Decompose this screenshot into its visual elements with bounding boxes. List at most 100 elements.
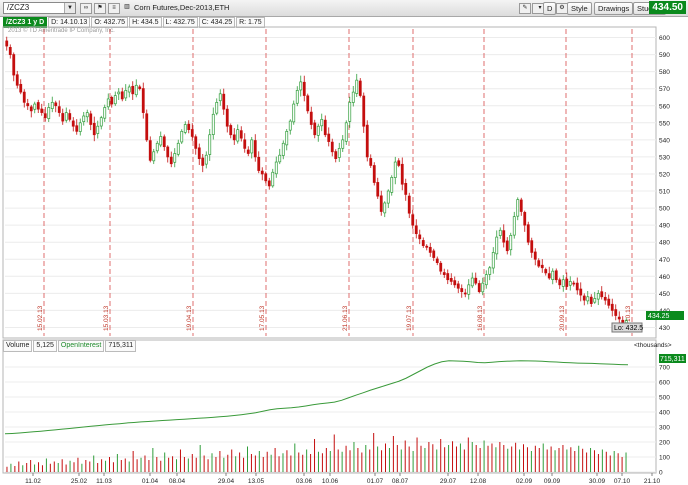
chart-toolbar: /ZCZ3 ▼ ∞ ⚑ ≡ ▥ Corn Futures,Dec-2013,ET… <box>0 0 688 17</box>
candle-body <box>218 93 222 102</box>
candle-body <box>138 86 142 90</box>
oi-last-tag: 715,311 <box>659 354 686 363</box>
candle-body <box>481 282 485 293</box>
candle-body <box>554 270 558 281</box>
link-icon[interactable]: ∞ <box>80 3 92 14</box>
candle-body <box>64 112 68 121</box>
expiration-marker-label: 19.04.13 <box>186 305 193 331</box>
candle-body <box>201 157 205 166</box>
candle-body <box>624 320 628 324</box>
candle-body <box>190 129 194 137</box>
volume-tick-label: 0 <box>659 470 663 477</box>
candle-body <box>320 119 324 127</box>
candle-body <box>215 101 219 114</box>
aggregation-button[interactable]: D <box>543 2 557 15</box>
volume-label[interactable]: Volume <box>3 340 33 352</box>
candle-body <box>404 182 408 195</box>
candle-body <box>547 273 551 279</box>
chart-type-icon[interactable]: ▥ <box>124 4 130 10</box>
candle-body <box>362 95 366 127</box>
candle-body <box>180 130 184 143</box>
price-tick-label: 460 <box>659 274 670 281</box>
candle-body <box>250 139 254 154</box>
candle-body <box>544 269 548 274</box>
list-icon[interactable]: ≡ <box>108 3 120 14</box>
candle-body <box>204 154 208 165</box>
candle-body <box>295 90 299 104</box>
candle-body <box>334 151 338 159</box>
candle-body <box>176 142 180 155</box>
volume-tick-label: 600 <box>659 380 670 387</box>
ohlc-info-bar: /ZCZ3 1 y D D: 14.10.13 O: 432.75 H: 434.5 L… <box>3 17 266 28</box>
flag-icon[interactable]: ⚑ <box>94 3 106 14</box>
candle-body <box>68 113 72 120</box>
candle-body <box>222 93 226 110</box>
drawings-button[interactable]: Drawings <box>594 2 634 15</box>
date-tick-label: 02.09 <box>516 478 533 485</box>
style-button[interactable]: Style <box>567 2 592 15</box>
open-interest-label[interactable]: OpenInterest <box>57 340 105 352</box>
symbol-dropdown-icon[interactable]: ▼ <box>64 3 75 13</box>
low-price-tag: Lo: 432.5 <box>611 322 643 333</box>
candle-body <box>99 117 103 127</box>
candle-body <box>85 112 89 118</box>
drawing-tool-icon[interactable]: ✎ <box>519 3 531 14</box>
candle-body <box>407 195 411 214</box>
candle-body <box>159 136 163 146</box>
candle-body <box>162 136 166 148</box>
candle-body <box>596 293 600 300</box>
candle-body <box>369 158 373 166</box>
candle-body <box>50 101 54 109</box>
candle-body <box>386 190 390 204</box>
candle-body <box>260 170 264 175</box>
candle-body <box>236 129 240 142</box>
candle-body <box>439 262 443 272</box>
price-panel: 15.02.13 15.03.13 19.04.13 17.05.13 21.06.13… <box>2 26 684 339</box>
price-tick-label: 550 <box>659 120 670 127</box>
candle-body <box>575 282 579 291</box>
candle-body <box>586 296 590 302</box>
expiration-marker-label: 21.06.13 <box>342 305 349 331</box>
volume-axis: 0 100 200 300 400 500 600 700 <box>659 365 670 477</box>
date-tick-label: 11.03 <box>96 478 112 485</box>
candle-body <box>127 86 131 93</box>
low-price-tag-text: Lo: 432.5 <box>614 325 643 332</box>
candle-body <box>383 202 387 214</box>
candle-body <box>117 91 121 95</box>
date-tick-label: 13.05 <box>248 478 265 485</box>
date-tick-label: 12.08 <box>470 478 487 485</box>
candle-body <box>526 224 530 243</box>
candle-body <box>355 79 359 94</box>
candle-body <box>502 230 506 243</box>
candle-body <box>621 319 625 323</box>
volume-tick-label: 500 <box>659 395 670 402</box>
candle-body <box>22 91 26 103</box>
candle-body <box>505 240 509 252</box>
date-tick-label: 29.04 <box>218 478 235 485</box>
candle-body <box>572 282 576 285</box>
symbol-input[interactable]: /ZCZ3 ▼ <box>3 2 76 14</box>
volume-tick-label: 100 <box>659 455 670 462</box>
candle-body <box>124 90 128 99</box>
candle-body <box>36 102 40 110</box>
candle-body <box>414 225 418 235</box>
candle-body <box>411 214 415 226</box>
price-tick-label: 430 <box>659 325 670 332</box>
candle-body <box>568 281 572 286</box>
price-tick-label: 570 <box>659 86 670 93</box>
price-tick-label: 510 <box>659 189 670 196</box>
candle-body <box>274 161 278 175</box>
candle-body <box>565 278 569 287</box>
candle-body <box>71 120 75 127</box>
date-tick-label: 09.09 <box>544 478 561 485</box>
symbol-text: /ZCZ3 <box>7 3 30 12</box>
candle-body <box>610 303 614 311</box>
price-tick-label: 480 <box>659 240 670 247</box>
candle-body <box>400 163 404 185</box>
candle-body <box>397 160 401 166</box>
candle-body <box>302 81 306 96</box>
candle-body <box>330 141 334 153</box>
candle-body <box>488 267 492 275</box>
candle-body <box>61 113 65 122</box>
